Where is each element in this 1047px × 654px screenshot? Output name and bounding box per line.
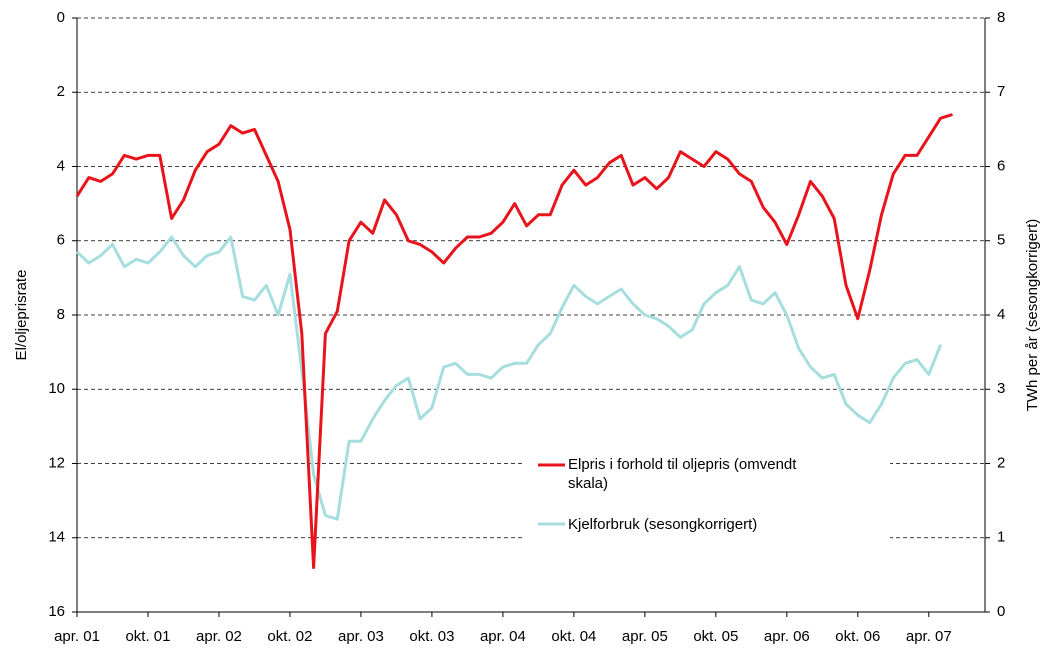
y-tick-label: 14 bbox=[48, 529, 65, 546]
x-tick-label: okt. 01 bbox=[125, 628, 170, 645]
legend-box bbox=[522, 448, 890, 544]
y2-tick-label: 1 bbox=[997, 529, 1005, 546]
y-tick-label: 0 bbox=[57, 9, 65, 26]
y2-tick-label: 6 bbox=[997, 157, 1005, 174]
x-tick-label: apr. 04 bbox=[480, 628, 526, 645]
x-tick-label: apr. 07 bbox=[906, 628, 952, 645]
x-tick-label: apr. 06 bbox=[764, 628, 810, 645]
y2-tick-label: 4 bbox=[997, 306, 1005, 323]
x-tick-label: apr. 02 bbox=[196, 628, 242, 645]
y2-tick-label: 8 bbox=[997, 9, 1005, 26]
x-tick-label: apr. 05 bbox=[622, 628, 668, 645]
x-tick-label: okt. 04 bbox=[551, 628, 596, 645]
y2-axis-label: TWh per år (sesongkorrigert) bbox=[1024, 219, 1041, 412]
y2-tick-label: 2 bbox=[997, 454, 1005, 471]
y-axis-label: El/oljeprisrate bbox=[13, 270, 30, 361]
y-tick-label: 4 bbox=[57, 157, 65, 174]
x-tick-label: okt. 05 bbox=[693, 628, 738, 645]
legend-label: Elpris i forhold til oljepris (omvendt s… bbox=[568, 456, 797, 492]
x-tick-label: apr. 03 bbox=[338, 628, 384, 645]
x-tick-label: okt. 03 bbox=[409, 628, 454, 645]
x-tick-label: okt. 02 bbox=[267, 628, 312, 645]
y-tick-label: 10 bbox=[48, 380, 65, 397]
y2-tick-label: 0 bbox=[997, 603, 1005, 620]
y-tick-label: 16 bbox=[48, 603, 65, 620]
x-tick-label: okt. 06 bbox=[835, 628, 880, 645]
y-tick-label: 12 bbox=[48, 454, 65, 471]
y2-tick-label: 5 bbox=[997, 232, 1005, 249]
x-tick-label: apr. 01 bbox=[54, 628, 100, 645]
legend-label: Kjelforbruk (sesongkorrigert) bbox=[568, 516, 758, 533]
y2-tick-label: 3 bbox=[997, 380, 1005, 397]
y-tick-label: 6 bbox=[57, 232, 65, 249]
series-line bbox=[75, 235, 942, 521]
y2-tick-label: 7 bbox=[997, 83, 1005, 100]
y-tick-label: 8 bbox=[57, 306, 65, 323]
y-tick-label: 2 bbox=[57, 83, 65, 100]
series-line bbox=[75, 113, 953, 569]
